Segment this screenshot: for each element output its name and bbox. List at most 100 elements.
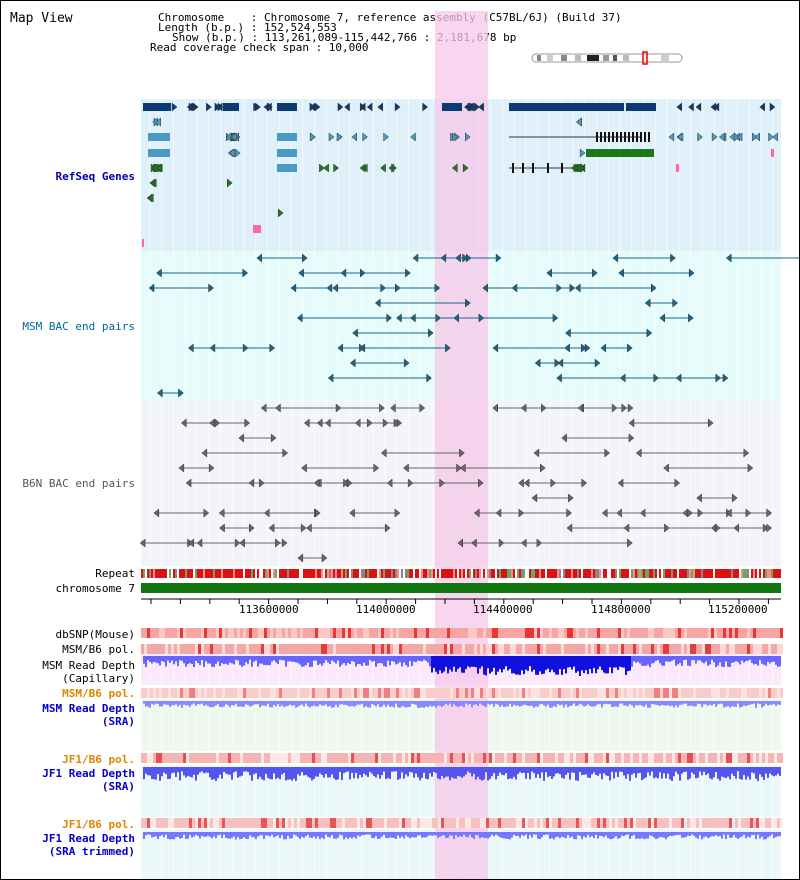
polymorphism-cell (513, 644, 516, 654)
read-depth-bar (239, 656, 241, 665)
polymorphism-cell (666, 644, 669, 654)
polymorphism-cell (165, 688, 168, 698)
track-label-msm-bac[interactable]: MSM BAC end pairs (22, 320, 135, 333)
bac-end (374, 298, 381, 308)
repeat-segment (189, 569, 191, 578)
read-depth-bar (293, 656, 295, 662)
gene-arrow (377, 102, 384, 112)
gene-arrow (323, 163, 329, 173)
polymorphism-cell (696, 818, 699, 828)
read-depth-bar (591, 832, 593, 836)
read-depth-bar (259, 767, 261, 777)
repeat-segment (383, 569, 385, 578)
read-depth-bar (185, 832, 187, 840)
polymorphism-cell (555, 688, 558, 698)
gene-arrow (394, 102, 401, 112)
polymorphism-cell (297, 628, 300, 638)
polymorphism-cell (498, 644, 501, 654)
read-depth-bar (611, 832, 613, 840)
gene-arrow (772, 132, 778, 142)
polymorphism-cell (591, 688, 594, 698)
polymorphism-cell (183, 644, 186, 654)
read-depth-bar (511, 767, 513, 779)
read-depth-bar (555, 767, 557, 774)
polymorphism-cell (513, 753, 516, 763)
read-depth-bar (677, 656, 679, 665)
polymorphism-cell (771, 753, 774, 763)
polymorphism-cell (708, 753, 711, 763)
bac-end (156, 388, 163, 398)
polymorphism-cell (738, 644, 741, 654)
read-depth-bar (203, 701, 205, 706)
read-depth-bar (507, 701, 509, 707)
gene-arrow (759, 102, 765, 112)
read-depth-bar (287, 767, 289, 780)
read-depth-bar (243, 656, 245, 666)
polymorphism-cell (594, 688, 597, 698)
read-depth-bar (511, 656, 513, 674)
polymorphism-cell (621, 688, 624, 698)
read-depth-bar (483, 701, 485, 707)
repeat-segment (775, 569, 777, 578)
bac-end (239, 538, 245, 548)
read-depth-bar (299, 656, 301, 665)
polymorphism-cell (396, 644, 399, 654)
read-depth-bar (709, 832, 711, 838)
repeat-segment (591, 569, 593, 578)
track-label-b6n-bac[interactable]: B6N BAC end pairs (22, 477, 135, 490)
polymorphism-cell (144, 818, 147, 828)
polymorphism-cell (351, 688, 354, 698)
read-depth-bar (465, 656, 467, 670)
bac-end (471, 538, 477, 548)
polymorphism-cell (540, 818, 543, 828)
bac-end (180, 418, 187, 428)
read-depth-bar (403, 767, 405, 779)
repeat-segment (637, 569, 639, 578)
polymorphism-cell (702, 644, 705, 654)
read-depth-bar (517, 701, 519, 706)
polymorphism-cell (621, 753, 624, 763)
polymorphism-cell (636, 644, 639, 654)
polymorphism-cell (339, 628, 342, 638)
polymorphism-cell (549, 644, 552, 654)
repeat-segment (619, 569, 621, 578)
read-depth-bar (255, 656, 257, 661)
polymorphism-cell (450, 628, 453, 638)
polymorphism-cell (567, 688, 570, 698)
polymorphism-cell (336, 753, 339, 763)
repeat-segment (663, 569, 665, 578)
read-depth-bar (519, 656, 521, 675)
polymorphism-cell (477, 818, 480, 828)
read-depth-bar (705, 656, 707, 662)
read-depth-bar (597, 832, 599, 839)
gene-arrow (319, 163, 325, 173)
read-depth-bar (571, 832, 573, 837)
polymorphism-cell (387, 628, 390, 638)
track-label-refseq[interactable]: RefSeq Genes (55, 170, 135, 183)
polymorphism-cell (207, 753, 210, 763)
read-depth-bar (643, 767, 645, 779)
read-depth-bar (499, 656, 501, 670)
polymorphism-cell (714, 628, 717, 638)
read-depth-bar (329, 832, 331, 838)
read-depth-bar (407, 701, 409, 708)
read-depth-bar (631, 656, 633, 667)
read-depth-bar (269, 656, 271, 666)
read-depth-bar (433, 767, 435, 772)
bac-end (459, 463, 466, 473)
polymorphism-cell (171, 753, 174, 763)
read-depth-bar (501, 767, 503, 775)
polymorphism-cell (195, 688, 198, 698)
read-depth-bar (255, 701, 257, 705)
read-depth-bar (373, 832, 375, 839)
read-depth-bar (777, 701, 779, 705)
read-depth-bar (479, 767, 481, 780)
read-depth-bar (701, 832, 703, 840)
polymorphism-cell (168, 644, 171, 654)
read-depth-bar (587, 767, 589, 778)
read-depth-bar (763, 656, 765, 665)
polymorphism-cell (684, 688, 687, 698)
read-depth-bar (333, 767, 335, 779)
gene-block (442, 103, 462, 111)
